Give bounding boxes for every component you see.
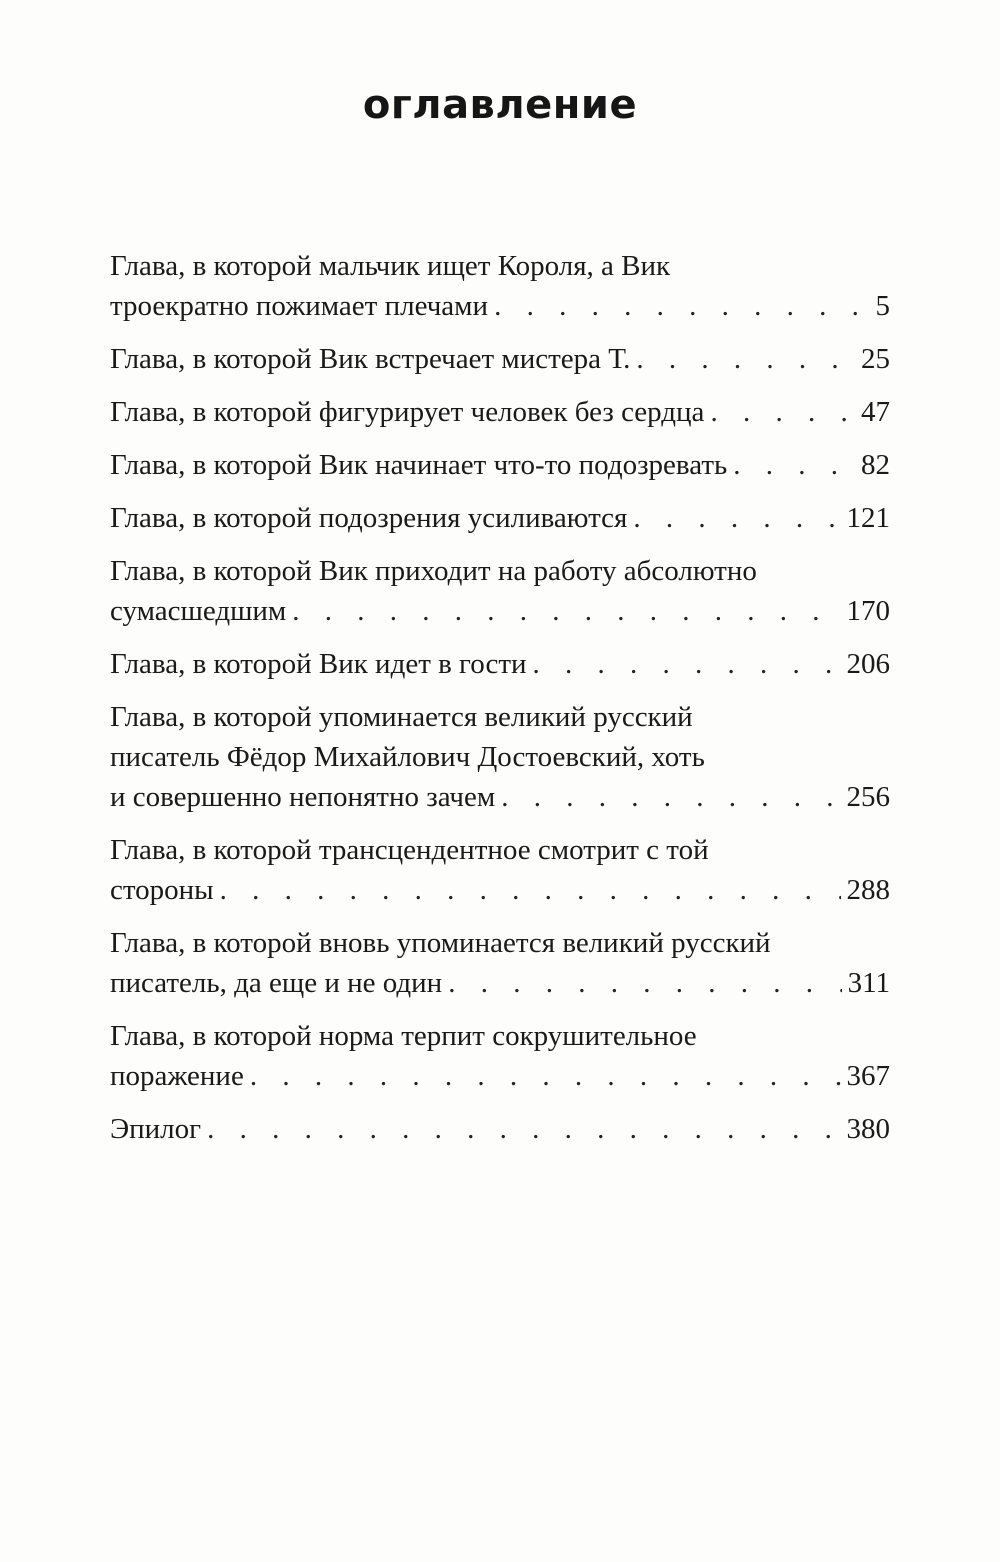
chapter-title: стороны xyxy=(110,874,214,906)
toc-entry-line: Глава, в которой Вик начинает что-то под… xyxy=(110,445,890,485)
chapter-title: Глава, в которой мальчик ищет Короля, а … xyxy=(110,250,671,282)
toc-entry-line: Глава, в которой упоминается великий рус… xyxy=(110,697,890,737)
chapter-title: троекратно пожимает плечами xyxy=(110,290,489,322)
chapter-title: поражение xyxy=(110,1060,244,1092)
page-number: 25 xyxy=(861,343,890,375)
page-number: 47 xyxy=(861,396,890,428)
chapter-title: Эпилог xyxy=(110,1113,202,1145)
chapter-title: Глава, в которой норма терпит сокрушител… xyxy=(110,1020,697,1052)
toc-entry-line: и совершенно непонятно зачем 256 xyxy=(110,777,890,817)
page-title: оглавление xyxy=(362,82,638,128)
toc-entry: Глава, в которой упоминается великий рус… xyxy=(110,697,890,817)
chapter-title: сумасшедшим xyxy=(110,595,287,627)
toc-entry-line: Глава, в которой Вик встречает мистера Т… xyxy=(110,339,890,379)
chapter-title: Глава, в которой Вик встречает мистера Т… xyxy=(110,343,631,375)
toc-entry: Эпилог 380 xyxy=(110,1109,890,1149)
toc-entry: Глава, в которой вновь упоминается велик… xyxy=(110,923,890,1003)
toc-entry: Глава, в которой фигурирует человек без … xyxy=(110,392,890,432)
page-number: 5 xyxy=(875,290,891,322)
chapter-title: Глава, в которой трансцендентное смотрит… xyxy=(110,834,709,866)
page-number: 170 xyxy=(846,595,891,627)
dot-leader xyxy=(448,963,841,1003)
toc-entry-line: Глава, в которой мальчик ищет Короля, а … xyxy=(110,246,890,286)
toc-entry: Глава, в которой мальчик ищет Короля, а … xyxy=(110,246,890,326)
toc-entry: Глава, в которой Вик приходит на работу … xyxy=(110,551,890,631)
page-number: 82 xyxy=(861,449,890,481)
page-number: 311 xyxy=(847,967,890,999)
chapter-title: Глава, в которой подозрения усиливаются xyxy=(110,502,628,534)
dot-leader xyxy=(501,777,840,817)
toc-entry: Глава, в которой норма терпит сокрушител… xyxy=(110,1016,890,1096)
chapter-title: писатель Фёдор Михайлович Достоевский, х… xyxy=(110,741,705,773)
toc-entry-line: стороны 288 xyxy=(110,870,890,910)
toc-entry-line: Эпилог 380 xyxy=(110,1109,890,1149)
dot-leader xyxy=(633,498,840,538)
toc-entry-line: сумасшедшим 170 xyxy=(110,591,890,631)
chapter-title: Глава, в которой упоминается великий рус… xyxy=(110,701,693,733)
toc-entry: Глава, в которой трансцендентное смотрит… xyxy=(110,830,890,910)
page-number: 121 xyxy=(846,502,891,534)
chapter-title: Глава, в которой фигурирует человек без … xyxy=(110,396,705,428)
chapter-title: писатель, да еще и не один xyxy=(110,967,443,999)
chapter-title: Глава, в которой Вик начинает что-то под… xyxy=(110,449,728,481)
toc-entry-line: Глава, в которой фигурирует человек без … xyxy=(110,392,890,432)
toc-entry-line: Глава, в которой Вик идет в гости 206 xyxy=(110,644,890,684)
page-number: 206 xyxy=(846,648,891,680)
chapter-title: и совершенно непонятно зачем xyxy=(110,781,496,813)
table-of-contents: Глава, в которой мальчик ищет Короля, а … xyxy=(110,246,890,1162)
toc-entry: Глава, в которой Вик начинает что-то под… xyxy=(110,445,890,485)
toc-entry-line: Глава, в которой вновь упоминается велик… xyxy=(110,923,890,963)
chapter-title: Глава, в которой вновь упоминается велик… xyxy=(110,927,771,959)
toc-entry-line: Глава, в которой подозрения усиливаются 1… xyxy=(110,498,890,538)
page-number: 256 xyxy=(846,781,891,813)
toc-entry-line: писатель, да еще и не один 311 xyxy=(110,963,890,1003)
toc-entry-line: Глава, в которой норма терпит сокрушител… xyxy=(110,1016,890,1056)
toc-entry-line: Глава, в которой Вик приходит на работу … xyxy=(110,551,890,591)
toc-entry: Глава, в которой Вик встречает мистера Т… xyxy=(110,339,890,379)
dot-leader xyxy=(733,445,855,485)
toc-entry-line: писатель Фёдор Михайлович Достоевский, х… xyxy=(110,737,890,777)
page-number: 380 xyxy=(846,1113,891,1145)
toc-entry-line: поражение 367 xyxy=(110,1056,890,1096)
chapter-title: Глава, в которой Вик идет в гости xyxy=(110,648,527,680)
dot-leader xyxy=(636,339,855,379)
dot-leader xyxy=(250,1056,841,1096)
dot-leader xyxy=(220,870,841,910)
dot-leader xyxy=(533,644,841,684)
dot-leader xyxy=(292,591,840,631)
toc-entry-line: Глава, в которой трансцендентное смотрит… xyxy=(110,830,890,870)
chapter-title: Глава, в которой Вик приходит на работу … xyxy=(110,555,757,587)
dot-leader xyxy=(207,1109,840,1149)
dot-leader xyxy=(710,392,855,432)
page-number: 288 xyxy=(846,874,891,906)
toc-entry-line: троекратно пожимает плечами 5 xyxy=(110,286,890,326)
toc-entry: Глава, в которой подозрения усиливаются 1… xyxy=(110,498,890,538)
dot-leader xyxy=(494,286,869,326)
toc-entry: Глава, в которой Вик идет в гости 206 xyxy=(110,644,890,684)
page-number: 367 xyxy=(846,1060,891,1092)
